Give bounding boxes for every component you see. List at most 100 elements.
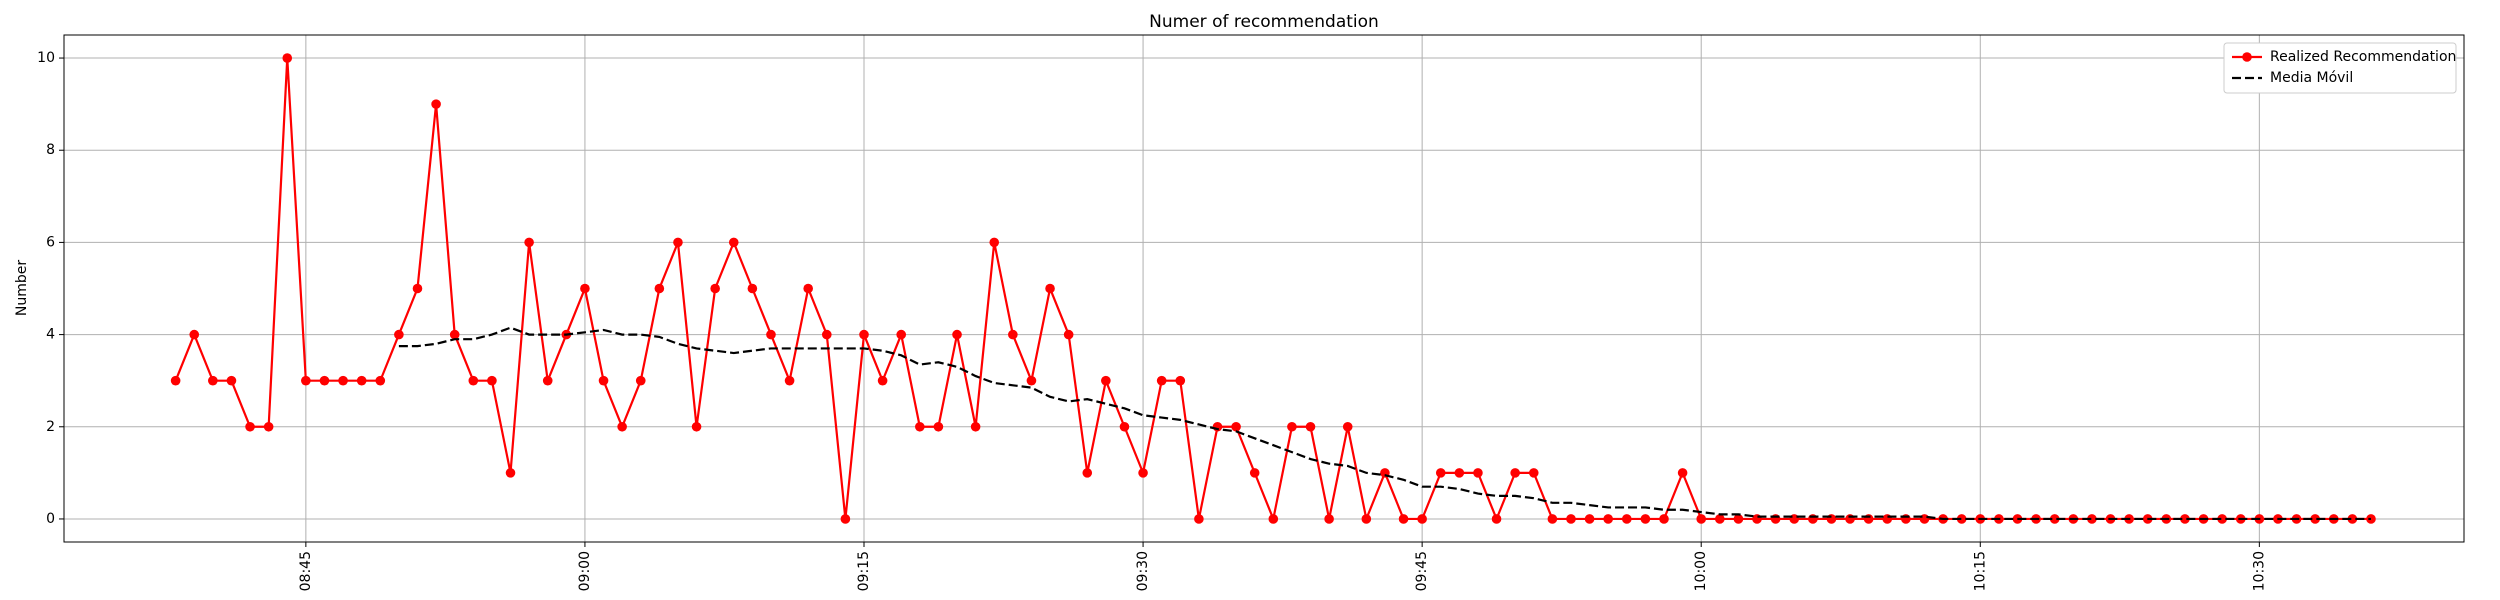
data-point xyxy=(2310,514,2320,524)
data-point xyxy=(635,375,646,386)
data-point xyxy=(952,329,962,340)
data-point xyxy=(226,375,237,386)
data-point xyxy=(431,99,441,109)
legend-label: Realized Recommendation xyxy=(2270,49,2456,65)
data-point xyxy=(1194,514,1204,524)
data-point xyxy=(1547,514,1558,524)
data-point xyxy=(654,283,665,294)
data-point xyxy=(1063,329,1074,340)
data-point xyxy=(1119,421,1130,432)
x-tick-label: 10:00 xyxy=(1693,551,1709,591)
plot-frame xyxy=(63,34,2465,543)
data-point xyxy=(189,329,200,340)
data-point xyxy=(524,237,534,248)
y-tick-label: 10 xyxy=(37,50,55,66)
data-point xyxy=(1491,514,1502,524)
data-point xyxy=(803,283,813,294)
data-point xyxy=(1603,514,1613,524)
data-point xyxy=(1156,375,1167,386)
data-point xyxy=(989,237,1000,248)
data-point xyxy=(2347,514,2358,524)
data-point xyxy=(896,329,907,340)
data-point xyxy=(1528,468,1539,478)
data-point xyxy=(1677,468,1688,478)
data-point xyxy=(710,283,720,294)
data-point xyxy=(1398,514,1409,524)
data-point xyxy=(580,283,590,294)
data-point xyxy=(1175,375,1186,386)
data-point xyxy=(1584,514,1595,524)
data-point xyxy=(1361,514,1372,524)
data-point xyxy=(1008,329,1018,340)
data-point xyxy=(468,375,479,386)
data-point xyxy=(784,375,795,386)
data-point xyxy=(412,283,423,294)
legend-box xyxy=(2223,42,2457,94)
series-line xyxy=(398,326,2371,521)
x-tick-label: 10:30 xyxy=(2251,551,2267,591)
data-point xyxy=(840,514,851,524)
data-point xyxy=(1082,468,1093,478)
data-point xyxy=(1268,514,1279,524)
data-point xyxy=(859,329,869,340)
data-point xyxy=(1566,514,1576,524)
x-tick-label: 09:15 xyxy=(856,551,872,591)
data-point xyxy=(1956,514,1967,524)
data-point xyxy=(2180,514,2190,524)
legend-label: Media Móvil xyxy=(2270,70,2353,86)
y-tick-label: 8 xyxy=(46,142,55,158)
y-tick-label: 4 xyxy=(46,327,55,343)
data-point xyxy=(394,329,404,340)
data-point xyxy=(691,421,702,432)
data-point xyxy=(821,329,832,340)
data-point xyxy=(1473,468,1483,478)
y-axis-label: Number xyxy=(14,260,30,316)
data-point xyxy=(301,375,311,386)
y-tick-label: 6 xyxy=(46,234,55,250)
data-point xyxy=(933,421,944,432)
data-point xyxy=(356,375,367,386)
data-point xyxy=(1417,514,1427,524)
data-point xyxy=(1324,514,1334,524)
data-point xyxy=(2049,514,2060,524)
data-point xyxy=(375,375,386,386)
data-point xyxy=(1026,375,1037,386)
x-tick-label: 10:15 xyxy=(1972,551,1988,591)
data-point xyxy=(617,421,627,432)
series xyxy=(398,326,2371,521)
data-point xyxy=(915,421,925,432)
data-point xyxy=(1249,468,1260,478)
data-point xyxy=(170,375,181,386)
data-point xyxy=(728,237,739,248)
data-point xyxy=(319,375,330,386)
data-point xyxy=(1510,468,1520,478)
data-point xyxy=(1696,514,1707,524)
data-point xyxy=(1101,375,1111,386)
data-point xyxy=(505,468,516,478)
chart-title: Numer of recommendation xyxy=(1149,12,1379,32)
data-point xyxy=(747,283,758,294)
data-point xyxy=(1621,514,1632,524)
data-point xyxy=(970,421,981,432)
data-point xyxy=(1733,514,1744,524)
data-point xyxy=(1715,514,1725,524)
data-point xyxy=(2087,514,2097,524)
data-point xyxy=(1138,468,1148,478)
data-point xyxy=(487,375,497,386)
data-point xyxy=(877,375,888,386)
data-point xyxy=(1287,421,1297,432)
data-point xyxy=(673,237,683,248)
x-tick-label: 08:45 xyxy=(298,551,314,591)
data-point xyxy=(1454,468,1465,478)
data-point xyxy=(2217,514,2227,524)
legend-marker xyxy=(2242,52,2252,62)
data-point xyxy=(1659,514,1669,524)
data-point xyxy=(1342,421,1353,432)
x-tick-label: 09:30 xyxy=(1135,551,1151,591)
data-point xyxy=(766,329,776,340)
data-point xyxy=(1305,421,1316,432)
y-tick-label: 0 xyxy=(46,511,55,527)
data-point xyxy=(1435,468,1446,478)
